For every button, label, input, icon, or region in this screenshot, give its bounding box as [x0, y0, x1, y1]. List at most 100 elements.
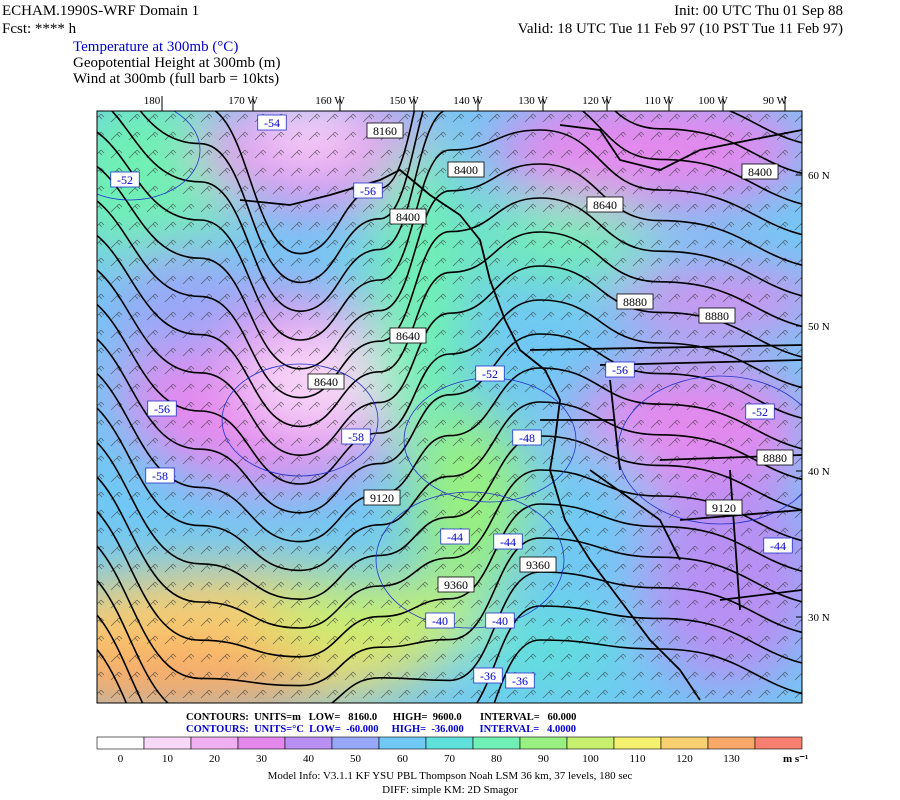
- temperature-label: -44: [447, 530, 463, 544]
- temperature-label: -56: [154, 402, 170, 416]
- colorbar-label: 60: [397, 753, 409, 765]
- height-label-box: [447, 161, 485, 178]
- temperature-label: -52: [482, 367, 498, 381]
- height-label: 9120: [712, 501, 736, 515]
- temperature-label: -36: [480, 669, 496, 683]
- longitude-label: 90 W: [763, 95, 788, 107]
- height-contours: [97, 111, 802, 703]
- longitude-label: 150 W: [389, 95, 419, 107]
- wind-barbs: [97, 111, 802, 703]
- height-contour: [97, 129, 802, 341]
- temperature-label: -40: [492, 614, 508, 628]
- height-contour: [139, 111, 802, 284]
- height-label-box: [366, 122, 404, 139]
- height-label: 8880: [705, 309, 729, 323]
- temperature-label: -36: [512, 674, 528, 688]
- temperature-label-box: [745, 403, 775, 420]
- height-label: 8640: [593, 198, 617, 212]
- colorbar-label: 30: [256, 753, 268, 765]
- height-label: 9120: [370, 491, 394, 505]
- init-time: Init: 00 UTC Thu 01 Sep 88: [674, 3, 843, 19]
- height-contour: [97, 605, 802, 703]
- colorbar-label: 130: [723, 753, 740, 765]
- temperature-label-box: [505, 672, 535, 689]
- temperature-contour: [221, 363, 379, 477]
- colorbar-label: 90: [538, 753, 550, 765]
- temperature-label: -48: [519, 431, 535, 445]
- temperature-label: -58: [152, 469, 168, 483]
- height-contour: [97, 333, 802, 514]
- height-label-box: [616, 293, 654, 310]
- longitude-label: 140 W: [453, 95, 483, 107]
- temperature-label: -56: [612, 363, 628, 377]
- colorbar-label: 80: [491, 753, 503, 765]
- height-contour: [97, 163, 802, 370]
- colorbar-box: [143, 736, 192, 750]
- colorbar-box: [284, 736, 333, 750]
- forecast-hour: Fcst: **** h: [2, 21, 77, 37]
- temperature-label-box: [493, 533, 523, 550]
- temperature-label-box: [145, 467, 175, 484]
- height-contour: [97, 537, 802, 687]
- colorbar-label: 120: [676, 753, 693, 765]
- temperature-label-box: [440, 528, 470, 545]
- latitude-label: 50 N: [808, 321, 830, 333]
- temperature-label: -40: [432, 614, 448, 628]
- height-label-box: [705, 499, 743, 516]
- height-label-box: [519, 556, 557, 573]
- height-label: 8400: [748, 165, 772, 179]
- temperature-contour: [97, 111, 201, 201]
- colorbar-label: 110: [629, 753, 646, 765]
- temperature-label-box: [763, 537, 793, 554]
- temperature-label: -52: [752, 405, 768, 419]
- height-label: 8640: [396, 329, 420, 343]
- latitude-label: 30 N: [808, 612, 830, 624]
- temperature-label-box: [110, 171, 140, 188]
- longitude-label: 170 W: [228, 95, 258, 107]
- height-contour: [97, 367, 802, 543]
- diff-info: DIFF: simple KM: 2D Smagor: [382, 784, 518, 796]
- temperature-label-box: [341, 428, 371, 445]
- colorbar-box: [237, 736, 286, 750]
- map-field: 8160 8400 8400 8640 8400 8640 8880 8880 8640 9120…: [97, 111, 802, 703]
- colorbar-box: [707, 736, 756, 750]
- colorbar-label: 100: [582, 753, 599, 765]
- longitude-label: 160 W: [315, 95, 345, 107]
- temperature-label-box: [353, 182, 383, 199]
- colorbar-box: [190, 736, 239, 750]
- field-wind: Wind at 300mb (full barb = 10kts): [73, 71, 279, 87]
- latitude-label: 60 N: [808, 170, 830, 182]
- height-label-box: [437, 576, 475, 593]
- height-label: 8640: [314, 375, 338, 389]
- colorbar-box: [472, 736, 521, 750]
- height-contour: [213, 111, 802, 255]
- height-label: 8400: [396, 210, 420, 224]
- colorbar-label: 20: [209, 753, 221, 765]
- height-label-box: [389, 327, 427, 344]
- height-contour: [97, 503, 802, 658]
- height-contour: [110, 111, 802, 313]
- colorbar-box: [519, 736, 568, 750]
- colorbar-box: [660, 736, 709, 750]
- field-height: Geopotential Height at 300mb (m): [73, 55, 280, 71]
- colorbar-label: 40: [303, 753, 315, 765]
- longitude-label: 120 W: [582, 95, 612, 107]
- height-label-box: [389, 208, 427, 225]
- temperature-label-box: [512, 429, 542, 446]
- temperature-label-box: [475, 365, 505, 382]
- temperature-label: -52: [117, 173, 133, 187]
- colorbar: 0 10 20 30 40 50 60 70 80 90 100 110 120 130 m s⁻¹: [96, 736, 808, 765]
- colorbar-label: 70: [444, 753, 456, 765]
- colorbar-label: 0: [118, 753, 124, 765]
- height-label: 8880: [763, 451, 787, 465]
- height-contour: [97, 571, 802, 703]
- height-contour: [97, 435, 802, 601]
- height-contour: [97, 401, 802, 572]
- temperature-label: -54: [264, 116, 280, 130]
- latitude-label: 40 N: [808, 466, 830, 478]
- height-label-box: [698, 307, 736, 324]
- temperature-label: -44: [500, 535, 516, 549]
- model-info: Model Info: V3.1.1 KF YSU PBL Thompson N…: [268, 770, 633, 782]
- colorbar-box: [331, 736, 380, 750]
